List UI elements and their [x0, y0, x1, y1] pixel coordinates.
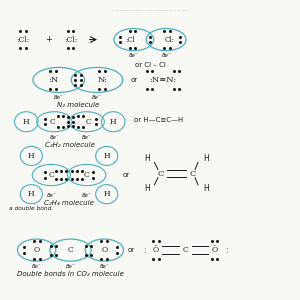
- Text: or: or: [130, 77, 137, 83]
- Text: or: or: [123, 172, 130, 178]
- Text: O: O: [101, 246, 107, 254]
- Text: +: +: [45, 35, 52, 44]
- Text: H: H: [103, 190, 110, 198]
- Text: C: C: [190, 169, 196, 178]
- Text: H: H: [103, 152, 110, 160]
- Text: :: :: [143, 246, 145, 255]
- Text: :N: :N: [48, 76, 58, 84]
- Text: 8e⁻: 8e⁻: [50, 135, 59, 140]
- Text: O: O: [34, 246, 40, 254]
- Text: C: C: [68, 246, 74, 254]
- Text: C: C: [49, 171, 54, 179]
- Text: :N≡N:: :N≡N:: [150, 76, 177, 84]
- Text: or H—C≡C—H: or H—C≡C—H: [134, 117, 183, 123]
- Text: H: H: [28, 152, 35, 160]
- Text: Ö: Ö: [212, 246, 218, 254]
- Text: Double bonds in CO₂ molecule: Double bonds in CO₂ molecule: [17, 271, 124, 277]
- Text: or: or: [127, 247, 134, 253]
- Text: 8e⁻: 8e⁻: [46, 193, 56, 197]
- Text: 8e⁻: 8e⁻: [100, 264, 109, 269]
- Text: Ö: Ö: [153, 246, 159, 254]
- Text: or Cl – Cl: or Cl – Cl: [135, 61, 165, 68]
- Text: C: C: [50, 118, 56, 126]
- Text: 8e⁻: 8e⁻: [92, 95, 102, 100]
- Text: H: H: [203, 184, 209, 193]
- Text: 8e⁻: 8e⁻: [129, 53, 139, 58]
- Text: :: :: [225, 246, 228, 255]
- Text: 8e⁻: 8e⁻: [54, 95, 64, 100]
- Text: N:: N:: [98, 76, 108, 84]
- Text: a double bond.: a double bond.: [9, 206, 53, 211]
- Text: 8e⁻: 8e⁻: [82, 135, 92, 140]
- Text: 8e⁻: 8e⁻: [161, 53, 171, 58]
- Text: -- -- -------- ----- -- ---- --------- -- -- -- -----: -- -- -------- ----- -- ---- --------- -…: [112, 8, 188, 12]
- Text: Cl:: Cl:: [165, 36, 175, 43]
- Text: C₂H₂ molecule: C₂H₂ molecule: [45, 142, 95, 148]
- Text: H: H: [23, 118, 30, 126]
- Text: 8e⁻: 8e⁻: [32, 264, 41, 269]
- Text: H: H: [144, 154, 150, 163]
- Text: :Cl: :Cl: [125, 36, 135, 43]
- Text: :Cl:: :Cl:: [17, 36, 30, 43]
- Text: C: C: [85, 118, 91, 126]
- Text: C: C: [182, 246, 188, 254]
- Text: C: C: [84, 171, 90, 179]
- Text: N₂ molecule: N₂ molecule: [57, 102, 99, 108]
- Text: C₂H₄ molecule: C₂H₄ molecule: [44, 200, 94, 206]
- Text: H: H: [110, 118, 116, 126]
- Text: H: H: [203, 154, 209, 163]
- Text: 8e⁻: 8e⁻: [66, 264, 75, 269]
- Text: H: H: [28, 190, 35, 198]
- Text: H: H: [144, 184, 150, 193]
- Text: C: C: [157, 169, 164, 178]
- Text: :Cl:: :Cl:: [64, 36, 77, 43]
- Text: 8e⁻: 8e⁻: [82, 193, 92, 197]
